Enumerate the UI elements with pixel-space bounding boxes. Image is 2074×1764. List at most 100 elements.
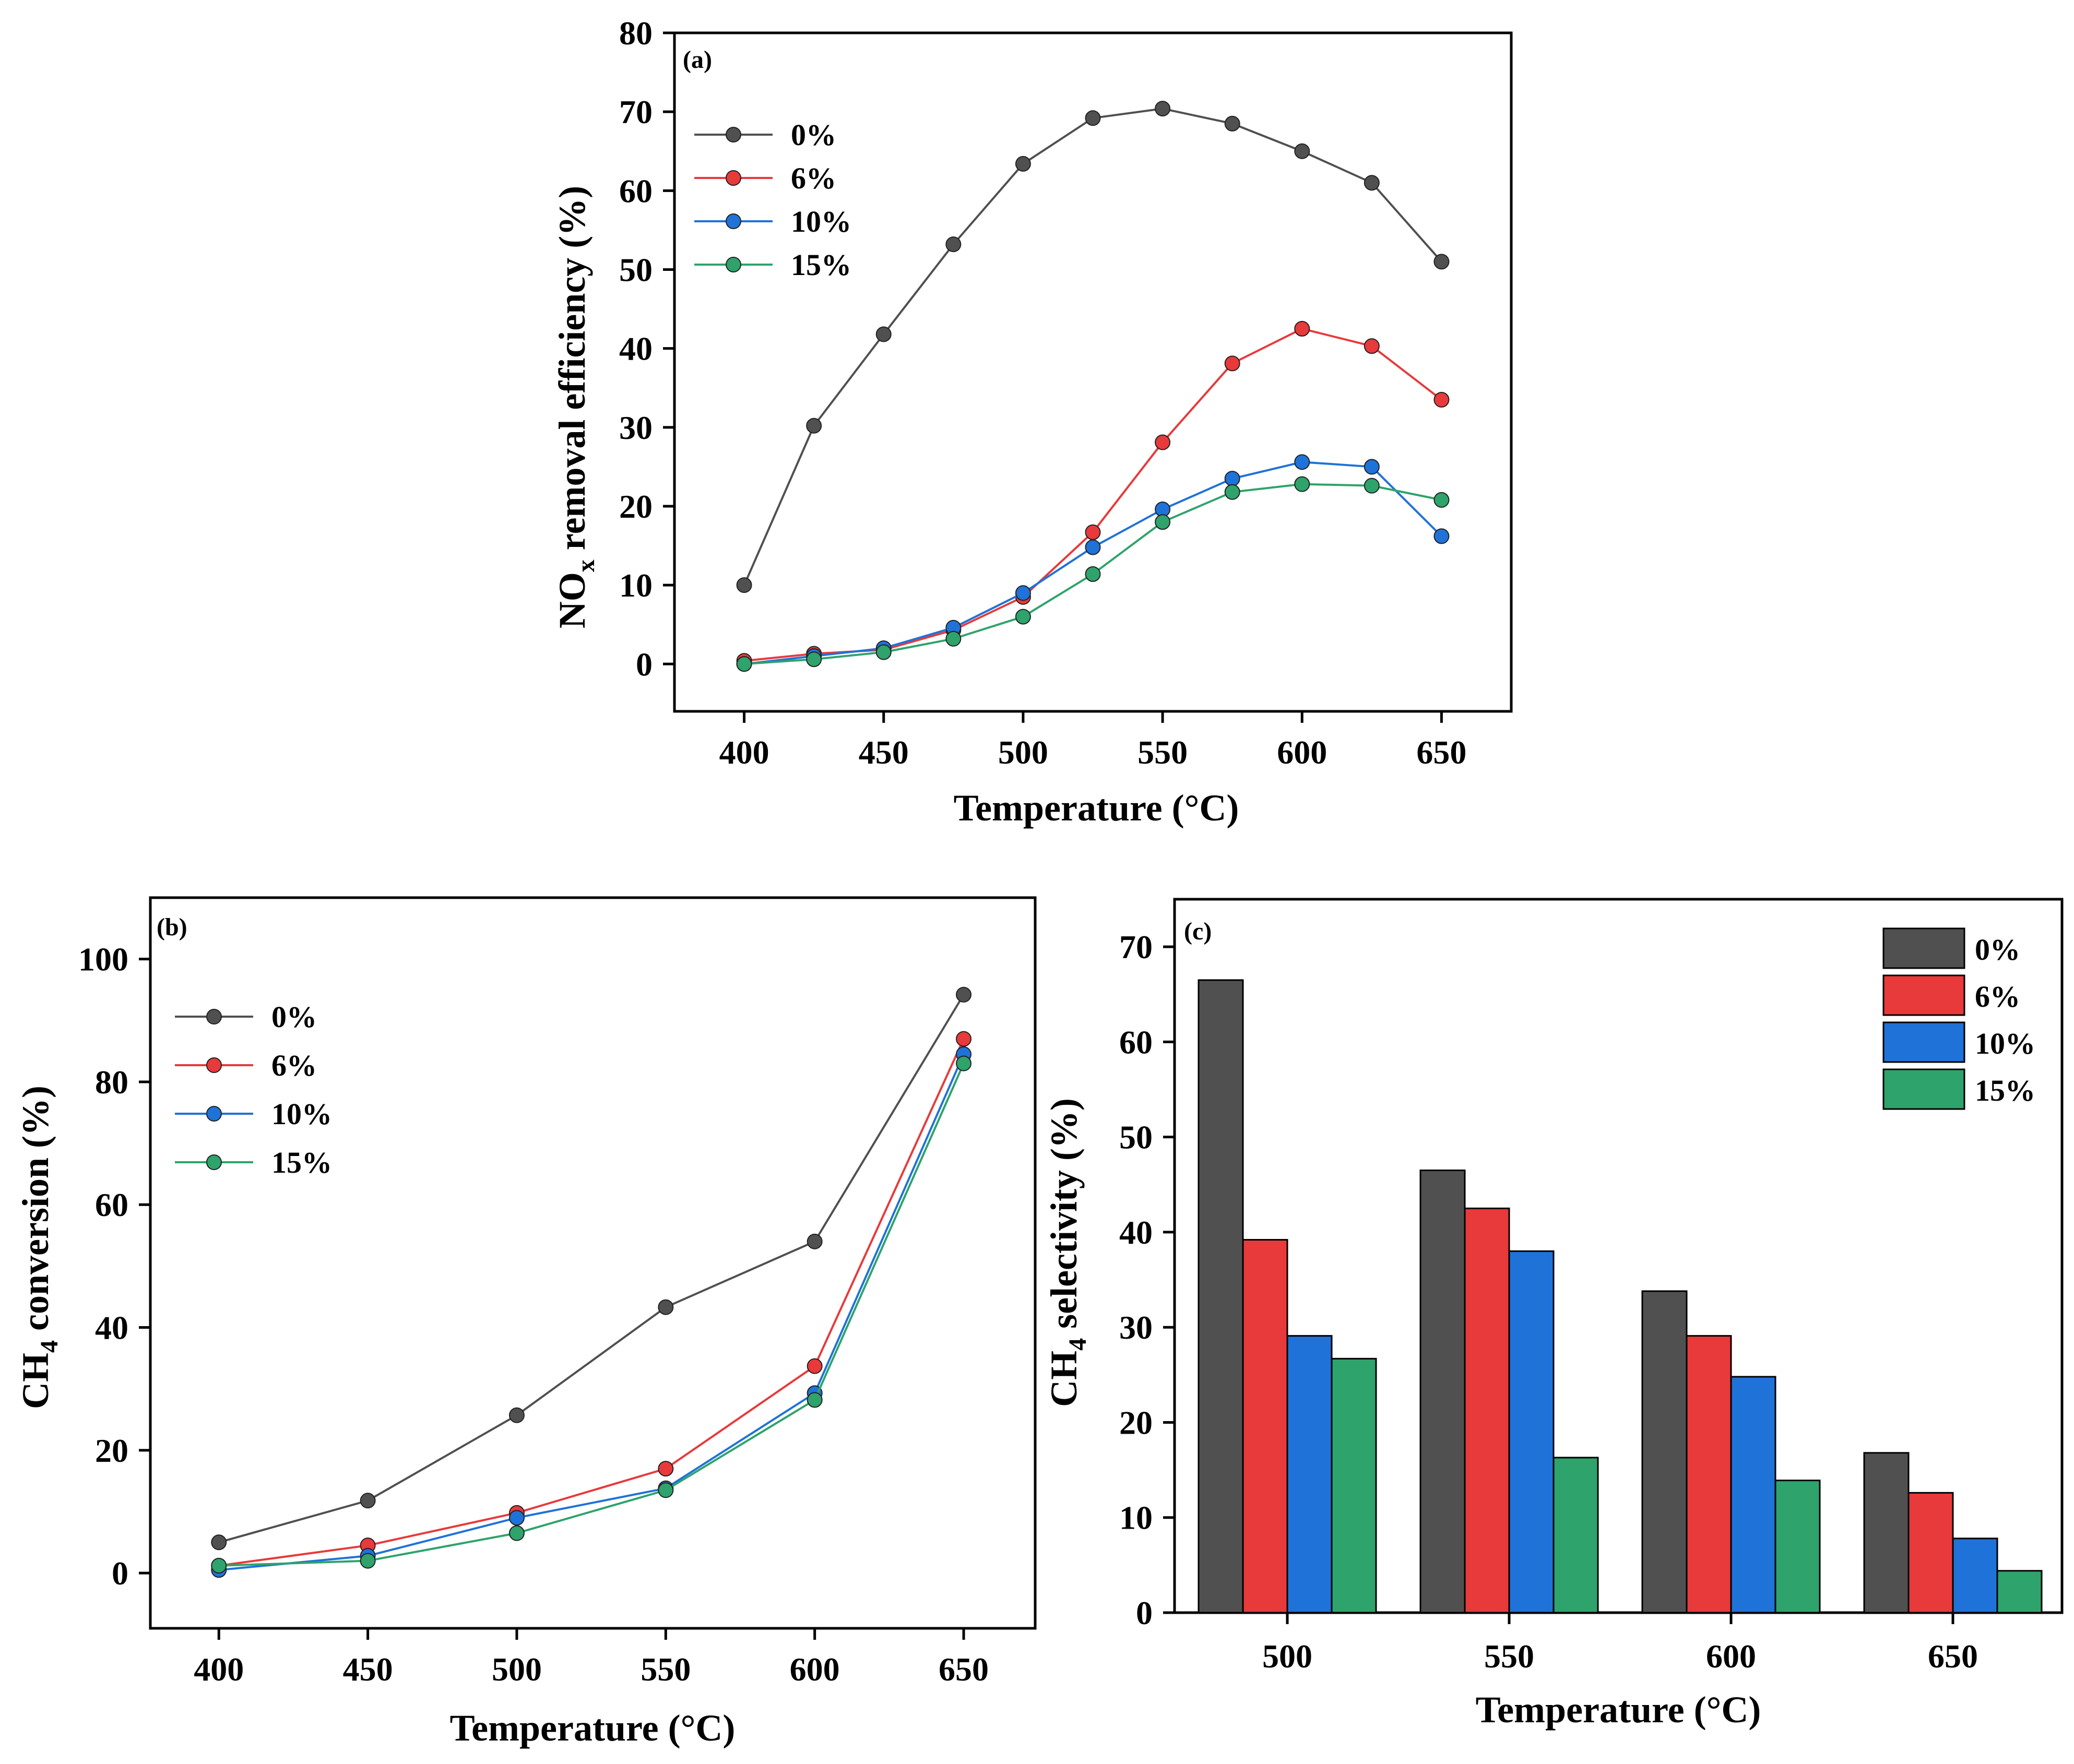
data-point-0pct bbox=[1294, 143, 1310, 159]
legend-label: 15% bbox=[791, 248, 851, 282]
data-point-6pct bbox=[658, 1461, 674, 1477]
panel-c-y-tick-label: 10 bbox=[1119, 1499, 1153, 1536]
panel-b-y-tick-label: 60 bbox=[95, 1186, 128, 1223]
panel-a-y-tick-label: 80 bbox=[619, 15, 653, 52]
panel-b-y-tick-label: 0 bbox=[112, 1555, 128, 1592]
bar-600-6pct bbox=[1686, 1335, 1732, 1614]
data-point-0pct bbox=[1364, 175, 1380, 191]
legend-label: 0% bbox=[1975, 933, 2020, 967]
data-point-0pct bbox=[807, 1233, 823, 1249]
legend-label: 6% bbox=[271, 1048, 317, 1082]
panel-a-x-tick-label: 400 bbox=[719, 734, 769, 771]
bar-550-15pct bbox=[1552, 1457, 1599, 1614]
panel-b-y-tick-label: 80 bbox=[95, 1064, 128, 1101]
panel-c-y-tick-label: 0 bbox=[1136, 1594, 1153, 1631]
panel-b-x-tick-label: 600 bbox=[790, 1651, 840, 1688]
series-line-0pct bbox=[218, 994, 965, 1544]
panel-a-ticks: 400 450 500 550 600 650 0 10 20 30 40 50 60 70 80 bbox=[619, 15, 1466, 771]
data-point-6pct bbox=[807, 1358, 823, 1374]
data-point-15pct bbox=[806, 651, 822, 668]
panel-c-ticks: 0 10 20 30 40 50 60 70 500 550 600 650 bbox=[1119, 928, 1978, 1675]
data-point-0pct bbox=[956, 986, 972, 1003]
data-point-0pct bbox=[806, 418, 822, 434]
panel-c-ch4-selectivity: 0 10 20 30 40 50 60 70 500 550 600 650 (c) Temperat… bbox=[1043, 898, 2064, 1731]
legend-marker-15pct bbox=[206, 1154, 222, 1170]
data-point-0pct bbox=[736, 577, 752, 593]
panel-c-y-tick-label: 20 bbox=[1119, 1404, 1153, 1441]
data-point-15pct bbox=[658, 1482, 674, 1498]
legend-label: 15% bbox=[271, 1146, 332, 1179]
panel-a-y-tick-label: 50 bbox=[619, 251, 653, 288]
panel-c-y-tick-label: 60 bbox=[1119, 1023, 1153, 1060]
panel-a-y-tick-label: 60 bbox=[619, 172, 653, 209]
legend-label: 6% bbox=[1975, 980, 2020, 1014]
panel-a-y-tick-label: 70 bbox=[619, 93, 653, 130]
panel-c-x-tick-label: 500 bbox=[1262, 1638, 1312, 1675]
bar-500-15pct bbox=[1331, 1357, 1377, 1614]
data-point-15pct bbox=[1364, 478, 1380, 494]
data-point-6pct bbox=[1224, 355, 1240, 372]
panel-c-x-tick-label: 650 bbox=[1928, 1638, 1978, 1675]
bar-500-0pct bbox=[1198, 979, 1244, 1614]
data-point-15pct bbox=[945, 630, 962, 647]
data-point-6pct bbox=[1085, 524, 1101, 540]
data-point-15pct bbox=[1294, 476, 1310, 492]
data-point-6pct bbox=[956, 1031, 972, 1047]
legend-swatch-6pct bbox=[1882, 974, 1965, 1016]
data-point-15pct bbox=[875, 644, 892, 660]
data-point-6pct bbox=[1364, 338, 1380, 354]
panel-a-y-tick-label: 0 bbox=[636, 646, 653, 683]
bar-650-15pct bbox=[1996, 1570, 2043, 1614]
panel-c-bars bbox=[1198, 979, 2043, 1614]
data-point-0pct bbox=[211, 1534, 227, 1551]
data-point-10pct bbox=[1294, 454, 1310, 470]
panel-b-x-axis-title: Temperature (°C) bbox=[450, 1707, 736, 1749]
data-point-6pct bbox=[1294, 320, 1310, 337]
data-point-10pct bbox=[1364, 459, 1380, 475]
data-point-0pct bbox=[658, 1299, 674, 1315]
data-point-15pct bbox=[807, 1392, 823, 1408]
panel-c-x-tick-label: 550 bbox=[1484, 1638, 1534, 1675]
data-point-0pct bbox=[1224, 115, 1240, 132]
legend-label: 15% bbox=[1975, 1074, 2035, 1107]
panel-b-y-tick-label: 100 bbox=[78, 941, 128, 978]
panel-a-y-tick-label: 10 bbox=[619, 567, 653, 604]
data-point-10pct bbox=[1015, 585, 1031, 601]
panel-c-x-axis-title: Temperature (°C) bbox=[1476, 1689, 1761, 1731]
data-point-6pct bbox=[1155, 434, 1171, 450]
panel-b-x-tick-label: 450 bbox=[343, 1651, 393, 1688]
series-line-15pct bbox=[219, 1063, 965, 1567]
bar-500-6pct bbox=[1242, 1239, 1288, 1614]
data-point-10pct bbox=[1433, 528, 1450, 544]
data-point-15pct bbox=[211, 1558, 227, 1574]
data-point-0pct bbox=[1085, 110, 1101, 126]
data-point-0pct bbox=[360, 1493, 376, 1509]
bar-550-6pct bbox=[1464, 1207, 1510, 1614]
panel-a-y-axis-title: NOx removal efficiency (%) bbox=[551, 186, 600, 628]
bar-650-10pct bbox=[1952, 1537, 1998, 1614]
bar-550-10pct bbox=[1508, 1250, 1555, 1614]
panel-c-y-axis-title: CH4 selectivity (%) bbox=[1043, 1098, 1092, 1407]
bar-600-15pct bbox=[1774, 1480, 1821, 1614]
legend-marker-10pct bbox=[206, 1106, 222, 1122]
panel-b-series bbox=[211, 986, 972, 1578]
panel-b-x-tick-label: 400 bbox=[194, 1651, 244, 1688]
legend-marker-15pct bbox=[726, 257, 741, 272]
panel-b-y-tick-label: 20 bbox=[95, 1432, 128, 1469]
legend-label: 0% bbox=[791, 118, 836, 152]
legend-label: 10% bbox=[1975, 1027, 2035, 1060]
panel-a-series bbox=[736, 101, 1450, 672]
panel-a-label: (a) bbox=[683, 46, 712, 74]
panel-a-y-tick-label: 30 bbox=[619, 409, 653, 446]
legend-swatch-15pct bbox=[1882, 1068, 1965, 1110]
data-point-0pct bbox=[875, 326, 892, 342]
panel-b-x-tick-label: 550 bbox=[641, 1651, 691, 1688]
panel-a-legend: 0% 6% 10% 15% bbox=[694, 118, 851, 282]
bar-500-10pct bbox=[1286, 1335, 1333, 1614]
series-line-6pct bbox=[218, 1038, 965, 1567]
panel-b-ticks: 400 450 500 550 600 650 0 20 40 60 80 100 bbox=[78, 941, 989, 1688]
panel-a-x-tick-label: 550 bbox=[1137, 734, 1188, 771]
legend-marker-10pct bbox=[726, 213, 741, 229]
panel-c-y-tick-label: 70 bbox=[1119, 928, 1153, 966]
